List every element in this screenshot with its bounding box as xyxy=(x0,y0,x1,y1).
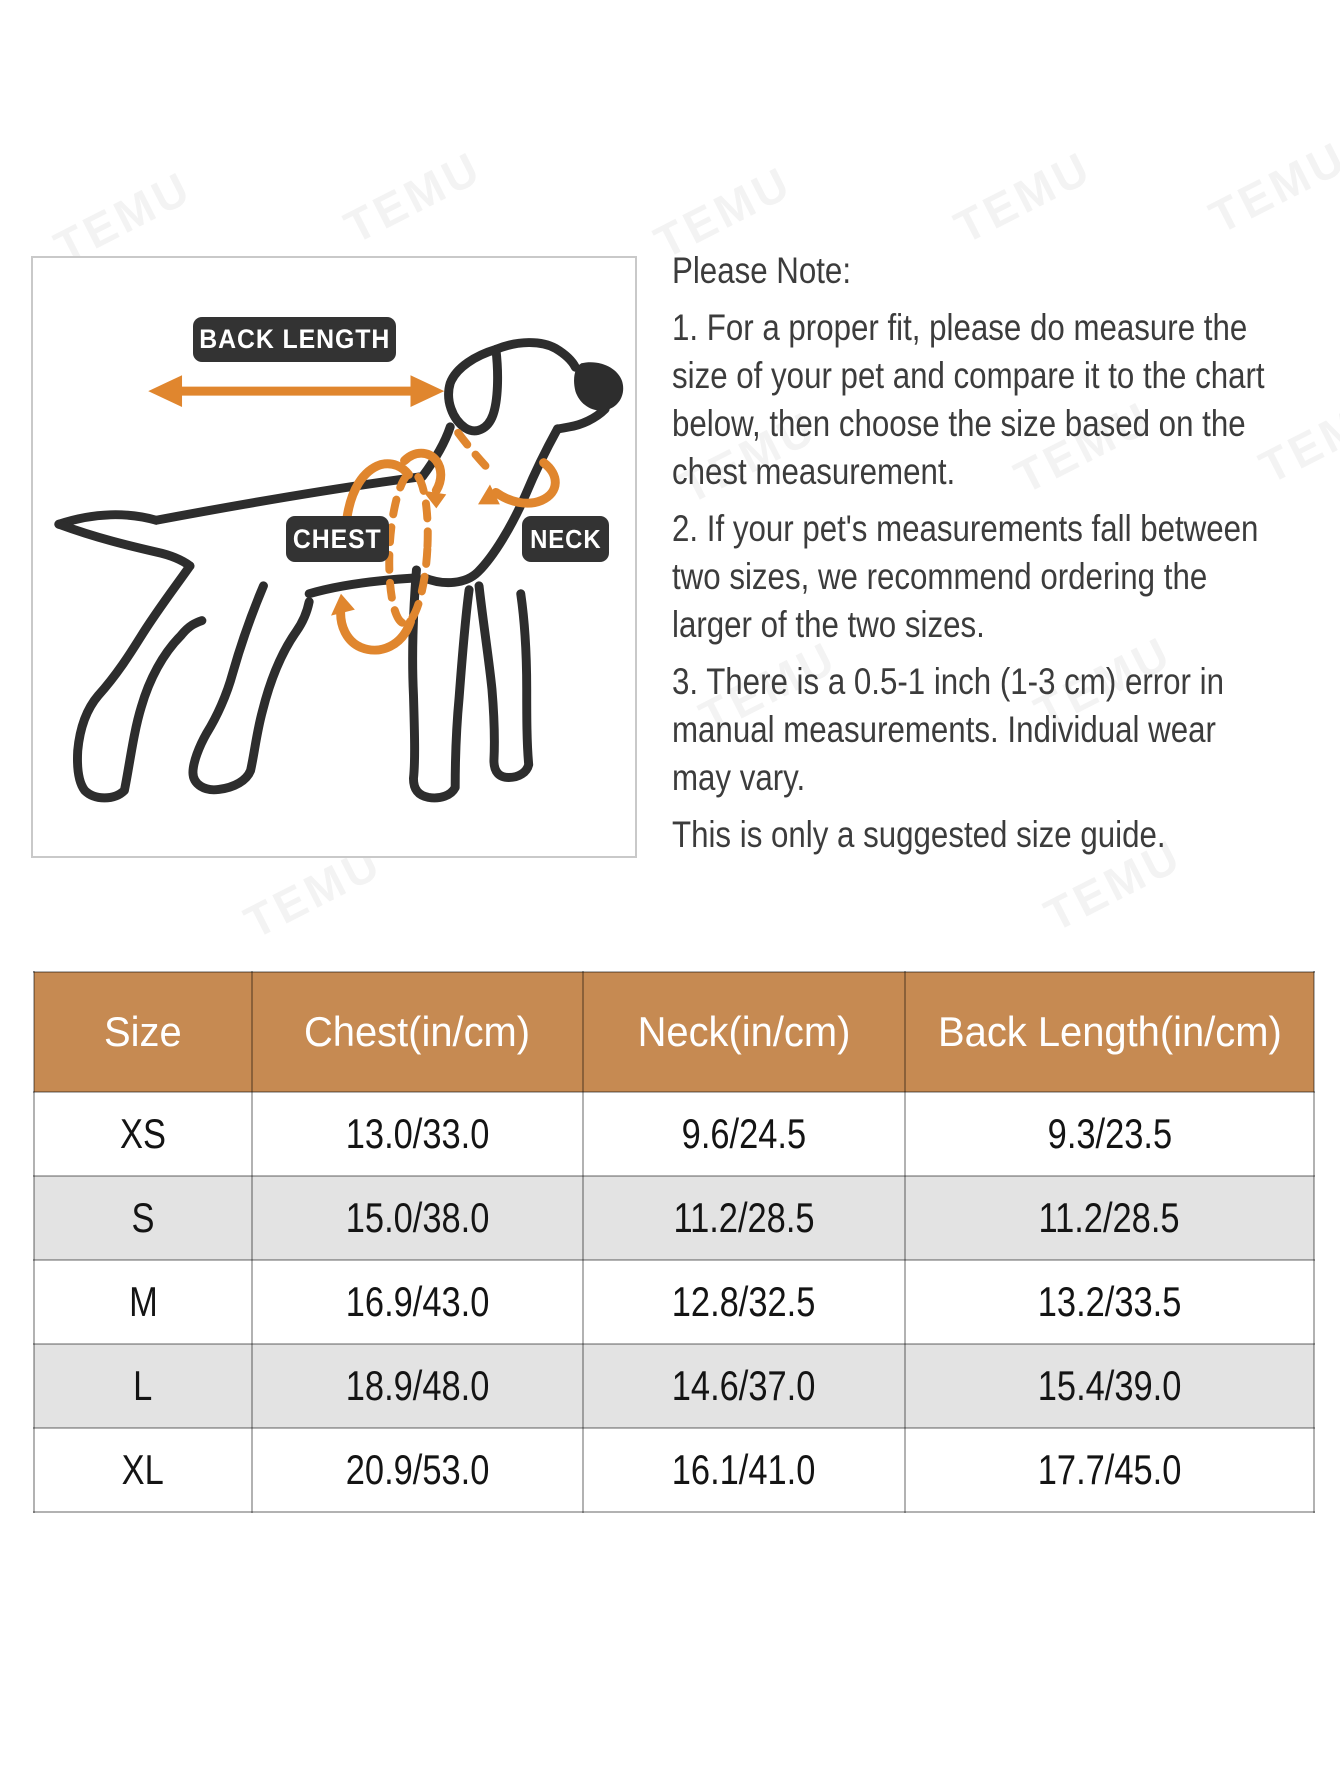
chest-arrow-top xyxy=(342,459,413,523)
note-paragraph-2: 2. If your pet's measurements fall betwe… xyxy=(672,505,1340,649)
note-line: size of your pet and compare it to the c… xyxy=(672,355,1265,396)
cell-value: 15.4/39.0 xyxy=(1037,1362,1182,1409)
cell-back-length: 13.2/33.5 xyxy=(904,1259,1315,1345)
cell-value: 11.2/28.5 xyxy=(1038,1194,1181,1241)
cell-neck: 12.8/32.5 xyxy=(582,1259,906,1345)
note-line: 2. If your pet's measurements fall betwe… xyxy=(672,508,1259,549)
note-line: chest measurement. xyxy=(672,451,956,492)
note-line: below, then choose the size based on the xyxy=(672,403,1246,444)
cell-chest: 15.0/38.0 xyxy=(251,1175,584,1261)
cell-back-length: 15.4/39.0 xyxy=(904,1343,1315,1429)
col-header-back-length: Back Length(in/cm) xyxy=(904,971,1315,1093)
cell-neck: 14.6/37.0 xyxy=(582,1343,906,1429)
cell-chest: 18.9/48.0 xyxy=(251,1343,584,1429)
col-header-chest: Chest(in/cm) xyxy=(251,971,584,1093)
col-header-neck-label: Neck(in/cm) xyxy=(637,1008,851,1055)
size-table-header-row: Size Chest(in/cm) Neck(in/cm) Back Lengt… xyxy=(33,971,1315,1093)
cell-value: S xyxy=(131,1194,155,1241)
cell-value: 16.1/41.0 xyxy=(672,1446,816,1493)
cell-value: 16.9/43.0 xyxy=(345,1278,490,1325)
cell-value: 13.2/33.5 xyxy=(1037,1278,1182,1325)
table-row-xl: XL 20.9/53.0 16.1/41.0 17.7/45.0 xyxy=(33,1427,1315,1513)
dog-outline xyxy=(54,338,610,803)
col-header-size: Size xyxy=(33,971,253,1093)
cell-value: 11.2/28.5 xyxy=(673,1194,815,1241)
table-row-s: S 15.0/38.0 11.2/28.5 11.2/28.5 xyxy=(33,1175,1315,1261)
col-header-chest-label: Chest(in/cm) xyxy=(304,1008,531,1055)
cell-neck: 16.1/41.0 xyxy=(582,1427,906,1513)
cell-size: L xyxy=(33,1343,253,1429)
cell-value: 14.6/37.0 xyxy=(672,1362,816,1409)
temu-watermark: TEMU xyxy=(1201,130,1340,244)
cell-size: S xyxy=(33,1175,253,1261)
measurement-diagram: BACK LENGTH CHEST NECK xyxy=(31,256,637,858)
back-length-badge: BACK LENGTH xyxy=(193,317,396,362)
cell-value: 17.7/45.0 xyxy=(1037,1446,1182,1493)
note-paragraph-3: 3. There is a 0.5-1 inch (1-3 cm) error … xyxy=(672,658,1340,802)
note-line: larger of the two sizes. xyxy=(672,604,985,645)
cell-back-length: 17.7/45.0 xyxy=(904,1427,1315,1513)
neck-label: NECK xyxy=(529,523,602,554)
chest-arrow-hook xyxy=(400,448,446,495)
chest-arrow-bottom xyxy=(336,603,415,655)
cell-size: M xyxy=(33,1259,253,1345)
dashed-girth-lines xyxy=(385,428,496,628)
cell-size: XL xyxy=(33,1427,253,1513)
table-row-m: M 16.9/43.0 12.8/32.5 13.2/33.5 xyxy=(33,1259,1315,1345)
neck-girth-line xyxy=(454,428,496,477)
table-row-l: L 18.9/48.0 14.6/37.0 15.4/39.0 xyxy=(33,1343,1315,1429)
note-line: 3. There is a 0.5-1 inch (1-3 cm) error … xyxy=(672,661,1224,702)
cell-back-length: 11.2/28.5 xyxy=(904,1175,1315,1261)
cell-value: L xyxy=(133,1362,153,1409)
cell-value: XL xyxy=(121,1446,165,1493)
cell-value: 12.8/32.5 xyxy=(672,1278,816,1325)
cell-value: 9.6/24.5 xyxy=(681,1110,807,1157)
note-block: Please Note: 1. For a proper fit, please… xyxy=(672,247,1332,868)
note-heading: Please Note: xyxy=(672,250,852,291)
cell-neck: 9.6/24.5 xyxy=(582,1091,906,1177)
cell-value: XS xyxy=(120,1110,166,1157)
chest-girth-ellipse xyxy=(385,468,432,628)
cell-value: 13.0/33.0 xyxy=(345,1110,490,1157)
cell-neck: 11.2/28.5 xyxy=(582,1175,906,1261)
table-row-xs: XS 13.0/33.0 9.6/24.5 9.3/23.5 xyxy=(33,1091,1315,1177)
col-header-neck: Neck(in/cm) xyxy=(582,971,906,1093)
cell-value: M xyxy=(128,1278,158,1325)
cell-value: 20.9/53.0 xyxy=(345,1446,490,1493)
note-line: This is only a suggested size guide. xyxy=(672,814,1166,855)
cell-size: XS xyxy=(33,1091,253,1177)
note-paragraph-1: 1. For a proper fit, please do measure t… xyxy=(672,304,1340,496)
size-table: Size Chest(in/cm) Neck(in/cm) Back Lengt… xyxy=(33,971,1315,1513)
note-paragraph-4: This is only a suggested size guide. xyxy=(672,811,1340,859)
note-line: manual measurements. Individual wear xyxy=(672,709,1216,750)
cell-chest: 13.0/33.0 xyxy=(251,1091,584,1177)
note-line: may vary. xyxy=(672,757,806,798)
chest-label: CHEST xyxy=(293,523,382,554)
temu-watermark: TEMU xyxy=(946,140,1101,254)
note-line: 1. For a proper fit, please do measure t… xyxy=(672,307,1248,348)
col-header-size-label: Size xyxy=(104,1008,182,1055)
back-length-label: BACK LENGTH xyxy=(199,324,390,354)
neck-badge: NECK xyxy=(522,516,609,562)
note-line: two sizes, we recommend ordering the xyxy=(672,556,1208,597)
cell-back-length: 9.3/23.5 xyxy=(904,1091,1315,1177)
col-header-back-length-label: Back Length(in/cm) xyxy=(937,1008,1282,1055)
cell-value: 18.9/48.0 xyxy=(345,1362,490,1409)
cell-chest: 16.9/43.0 xyxy=(251,1259,584,1345)
dog-nose xyxy=(574,362,624,411)
measurement-arrows xyxy=(175,386,560,655)
cell-value: 15.0/38.0 xyxy=(345,1194,490,1241)
cell-value: 9.3/23.5 xyxy=(1047,1110,1172,1157)
chest-badge: CHEST xyxy=(286,516,389,562)
temu-watermark: TEMU xyxy=(336,140,491,254)
cell-chest: 20.9/53.0 xyxy=(251,1427,584,1513)
note-heading-paragraph: Please Note: xyxy=(672,247,1340,295)
neck-arrow xyxy=(491,458,560,508)
